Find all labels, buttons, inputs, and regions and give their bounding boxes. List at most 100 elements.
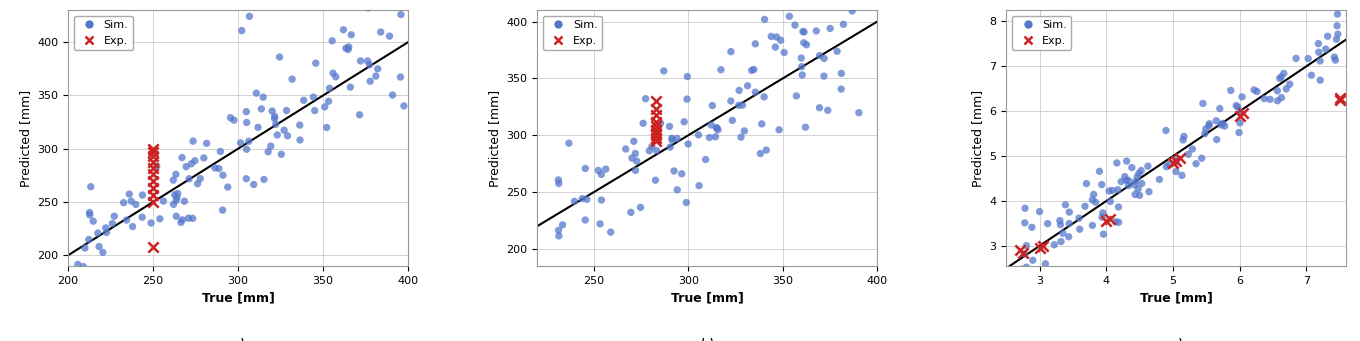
Exp.	[1009, 248, 1031, 253]
Sim.	[666, 187, 688, 193]
Sim.	[359, 62, 381, 68]
Sim.	[778, 14, 800, 19]
Sim.	[1106, 160, 1127, 166]
Sim.	[1108, 220, 1130, 225]
Sim.	[140, 220, 162, 226]
Sim.	[186, 181, 208, 187]
Sim.	[1254, 96, 1276, 101]
Sim.	[1266, 98, 1288, 103]
Sim.	[389, 74, 411, 80]
Sim.	[753, 94, 775, 100]
Sim.	[118, 191, 140, 197]
Sim.	[146, 164, 167, 169]
Sim.	[382, 92, 404, 98]
Sim.	[774, 50, 796, 55]
Sim.	[661, 135, 683, 141]
Sim.	[1326, 36, 1348, 42]
Sim.	[1043, 242, 1065, 248]
Sim.	[212, 207, 234, 213]
Sim.	[1326, 23, 1348, 29]
Sim.	[819, 26, 840, 31]
Exp.	[143, 149, 163, 155]
Sim.	[1107, 187, 1129, 192]
Sim.	[1125, 192, 1146, 197]
Sim.	[719, 98, 741, 104]
Sim.	[1013, 220, 1035, 226]
Sim.	[552, 222, 574, 227]
Sim.	[208, 166, 230, 171]
Sim.	[1174, 134, 1195, 139]
Sim.	[1310, 58, 1331, 64]
Sim.	[753, 17, 775, 22]
Sim.	[92, 250, 114, 255]
Sim.	[359, 78, 381, 84]
Sim.	[635, 96, 657, 102]
Sim.	[80, 184, 102, 190]
Sim.	[1068, 216, 1089, 221]
Sim.	[728, 103, 749, 108]
Sim.	[1036, 221, 1058, 226]
Sim.	[796, 42, 817, 47]
Sim.	[1028, 209, 1050, 214]
Sim.	[1194, 131, 1216, 136]
Sim.	[167, 191, 189, 196]
Sim.	[646, 148, 668, 153]
Exp.	[646, 127, 668, 132]
Y-axis label: Predicted [mm]: Predicted [mm]	[19, 90, 31, 187]
Sim.	[1054, 202, 1076, 208]
Sim.	[1228, 130, 1250, 135]
Sim.	[120, 198, 141, 204]
Sim.	[688, 132, 710, 137]
Sim.	[1209, 106, 1231, 111]
Sim.	[1076, 181, 1098, 186]
Sim.	[558, 140, 579, 146]
Sim.	[706, 125, 728, 131]
Sim.	[87, 231, 109, 236]
Sim.	[358, 5, 379, 11]
Sim.	[102, 221, 124, 226]
Sim.	[1229, 109, 1251, 115]
Sim.	[1273, 71, 1295, 76]
Sim.	[658, 124, 680, 129]
Sim.	[1050, 239, 1072, 244]
Sim.	[809, 53, 831, 58]
Sim.	[1091, 214, 1112, 220]
Sim.	[1114, 174, 1136, 179]
Sim.	[1270, 74, 1292, 80]
Sim.	[230, 140, 252, 146]
Sim.	[318, 86, 340, 91]
Sim.	[267, 132, 288, 138]
Sim.	[653, 68, 675, 74]
Sim.	[1110, 179, 1132, 184]
Sim.	[620, 210, 642, 215]
Sim.	[832, 21, 854, 27]
Exp.	[143, 244, 163, 250]
Sim.	[721, 118, 743, 123]
Sim.	[116, 217, 137, 223]
X-axis label: True [mm]: True [mm]	[1140, 291, 1213, 304]
Sim.	[575, 197, 597, 202]
Exp.	[143, 192, 163, 197]
Sim.	[95, 230, 117, 235]
Sim.	[1016, 264, 1038, 270]
Sim.	[292, 98, 314, 103]
Sim.	[1297, 56, 1319, 61]
Sim.	[170, 220, 192, 225]
Legend: Sim., Exp.: Sim., Exp.	[1012, 16, 1072, 50]
Sim.	[1316, 33, 1338, 39]
Sim.	[132, 214, 154, 220]
Sim.	[1137, 163, 1159, 169]
Sim.	[184, 158, 205, 163]
Sim.	[1159, 162, 1180, 167]
Sim.	[792, 72, 813, 78]
Sim.	[1081, 197, 1103, 203]
Sim.	[1185, 161, 1206, 166]
Sim.	[1102, 188, 1123, 193]
Sim.	[813, 73, 835, 79]
Sim.	[257, 149, 279, 154]
Sim.	[223, 117, 245, 123]
Sim.	[1058, 209, 1080, 215]
Sim.	[1035, 261, 1057, 267]
Sim.	[792, 29, 813, 34]
Sim.	[707, 127, 729, 133]
